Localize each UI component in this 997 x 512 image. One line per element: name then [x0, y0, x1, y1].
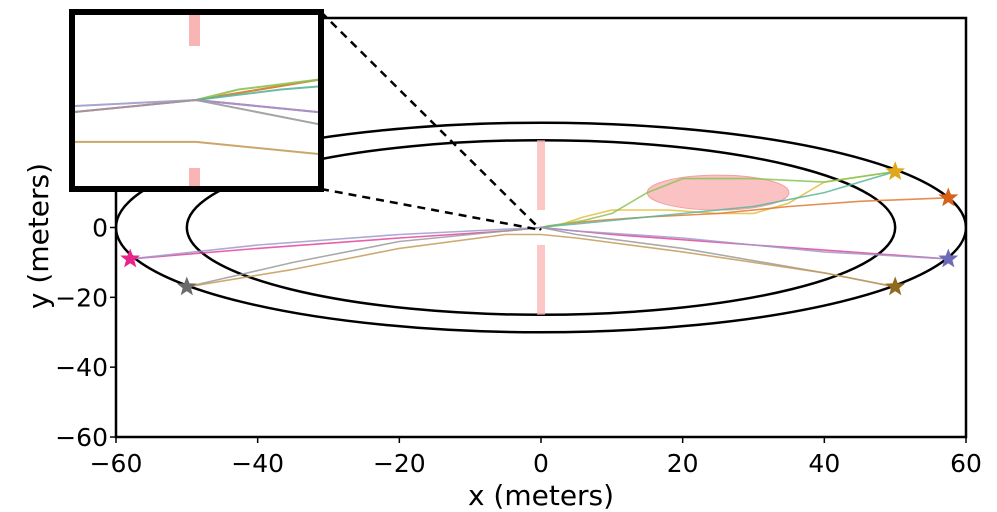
- x-tick-label: 40: [808, 449, 840, 478]
- start-marker-6: [176, 276, 197, 296]
- trajectory-teal: [540, 170, 896, 229]
- inset-trajectory-green: [195, 78, 321, 101]
- start-marker-2: [938, 187, 959, 207]
- x-tick-label: −40: [231, 449, 284, 478]
- y-tick-label: −20: [55, 283, 108, 312]
- inset-trajectory-brown: [72, 140, 321, 156]
- start-marker-5: [120, 248, 141, 268]
- inset-barrier-top: [189, 14, 200, 46]
- x-tick-label: −60: [90, 449, 143, 478]
- inset-panel: [69, 9, 324, 192]
- start-marker-3: [938, 248, 959, 268]
- barrier-1: [537, 140, 545, 211]
- y-tick-label: −60: [55, 423, 108, 452]
- inset-connector-bottom: [320, 187, 542, 232]
- trajectory-gray: [186, 226, 896, 288]
- x-tick-label: 20: [667, 449, 699, 478]
- y-tick-label: 0: [92, 214, 108, 243]
- start-marker-1: [885, 161, 906, 181]
- x-axis-label: x (meters): [468, 479, 614, 512]
- x-tick-label: 0: [533, 449, 549, 478]
- plot-area: [116, 121, 966, 334]
- inset-trajectory-gray: [72, 98, 321, 126]
- y-axis-label: y (meters): [22, 163, 55, 309]
- x-tick-label: 60: [950, 449, 982, 478]
- inset-connector-top: [320, 11, 542, 231]
- obstacle-ellipse: [646, 174, 790, 211]
- inset-barrier-bottom: [189, 168, 200, 189]
- inset-trajectory-teal: [195, 85, 321, 101]
- start-marker-4: [885, 276, 906, 296]
- trajectory-brown: [186, 233, 896, 288]
- outer-track-ellipse: [116, 121, 966, 334]
- barrier-2: [537, 244, 545, 315]
- y-tick-label: −40: [55, 353, 108, 382]
- axis-ticks: −60 −40 −20 0 20 40 60 −60 −40 −20 0: [55, 214, 982, 479]
- x-tick-label: −20: [373, 449, 426, 478]
- trajectory-green: [540, 170, 896, 229]
